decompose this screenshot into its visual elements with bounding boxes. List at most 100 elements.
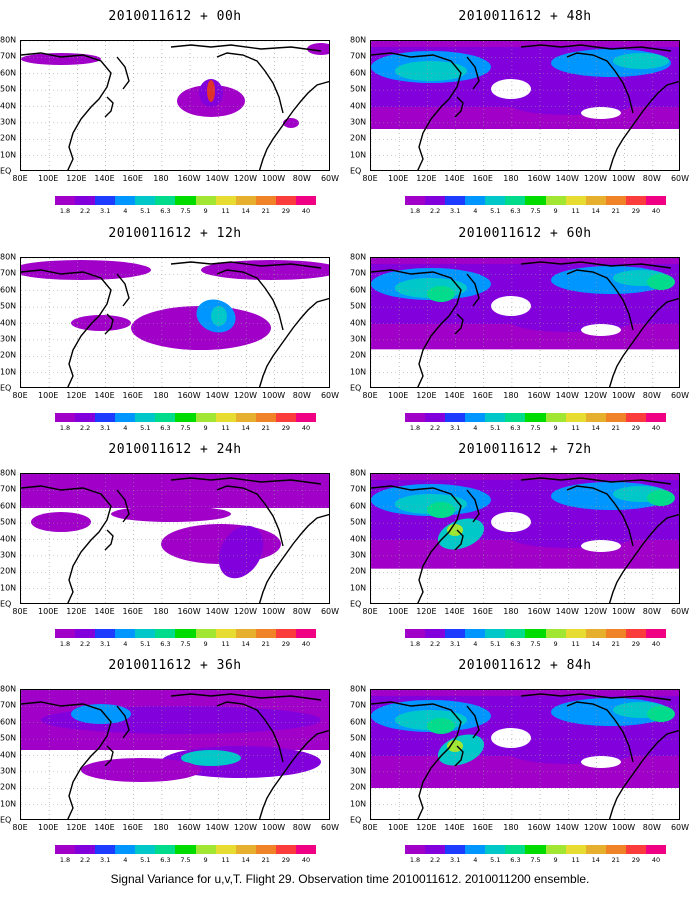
- colorbar-label: 29: [631, 424, 641, 432]
- colorbar-label: 5.1: [140, 856, 151, 864]
- colorbar-label: 6.3: [510, 424, 521, 432]
- longitude-label: 120E: [416, 174, 437, 183]
- latitude-label: EQ: [350, 383, 362, 393]
- colorbar-label: 6.3: [160, 856, 171, 864]
- colorbar-label: 40: [651, 640, 661, 648]
- colorbar-label: 29: [281, 207, 291, 215]
- colorbar-swatch: [155, 196, 176, 205]
- coastline: [371, 269, 462, 387]
- colorbar-swatch: [295, 196, 317, 205]
- colorbar-label: 2.2: [429, 424, 441, 432]
- panel-00h: 2010011612 + 00h 80N 70N 60N 50N 40N 30N 20N 10…: [0, 0, 350, 225]
- longitude-label: 60W: [320, 391, 340, 400]
- colorbar-swatch: [565, 629, 586, 638]
- variance-region: [395, 61, 467, 81]
- colorbar-swatch: [525, 845, 546, 854]
- colorbar-swatch: [585, 413, 606, 422]
- colorbar-label: 14: [591, 424, 600, 432]
- colorbar-swatch: [565, 196, 586, 205]
- colorbar-label: 21: [611, 424, 620, 432]
- colorbar-swatch: [235, 196, 256, 205]
- colorbar-swatch: [605, 413, 626, 422]
- latitude-label: 70N: [0, 700, 17, 710]
- colorbar-swatch: [565, 845, 586, 854]
- colorbar-label: 6.3: [510, 640, 521, 648]
- colorbar-swatch: [605, 629, 626, 638]
- colorbar-swatch: [295, 413, 317, 422]
- colorbar-swatch: [585, 629, 606, 638]
- colorbar-label: 4: [123, 856, 128, 864]
- latitude-label: EQ: [350, 166, 362, 176]
- longitude-label: 120E: [66, 174, 87, 183]
- latitude-label: 20N: [350, 566, 367, 576]
- map-plot: [20, 257, 330, 388]
- longitude-label: 100W: [612, 391, 636, 400]
- colorbar-swatch: [425, 845, 446, 854]
- longitude-label: 100E: [38, 391, 59, 400]
- latitude-label: 10N: [350, 583, 367, 593]
- coastline: [216, 701, 284, 763]
- latitude-label: 60N: [350, 501, 367, 511]
- colorbar-swatch: [215, 413, 236, 422]
- colorbar-label: 21: [611, 207, 620, 215]
- colorbar: [55, 196, 317, 205]
- coastline: [216, 52, 284, 114]
- colorbar-swatch: [175, 629, 196, 638]
- map-plot: [370, 257, 680, 388]
- variance-region: [71, 315, 131, 331]
- colorbar-swatch: [425, 196, 446, 205]
- colorbar-label: 7.5: [180, 207, 191, 215]
- colorbar-label: 9: [553, 207, 558, 215]
- coastline: [566, 701, 634, 763]
- latitude-label: 30N: [350, 550, 367, 560]
- colorbar-swatch: [405, 629, 426, 638]
- latitude-label: 20N: [350, 350, 367, 360]
- colorbar-label: 6.3: [160, 207, 171, 215]
- latitude-label: 30N: [350, 334, 367, 344]
- colorbar-swatch: [155, 845, 176, 854]
- coastline: [566, 485, 634, 547]
- longitude-label: 140E: [94, 391, 115, 400]
- panel-24h: 2010011612 + 24h 80N 70N 60N 50N 40N 30N 20N 10…: [0, 433, 350, 658]
- colorbar-swatch: [465, 629, 486, 638]
- coastline: [116, 489, 130, 523]
- colorbar-swatch: [545, 196, 566, 205]
- longitude-label: 100E: [38, 823, 59, 832]
- longitude-label: 120W: [233, 391, 258, 400]
- coastline: [466, 273, 480, 307]
- colorbar-label: 14: [591, 207, 600, 215]
- colorbar-label: 29: [281, 640, 291, 648]
- colorbar-swatch: [645, 196, 667, 205]
- colorbar-swatch: [135, 196, 156, 205]
- latitude-label: 30N: [0, 117, 17, 127]
- longitude-label: 60W: [670, 823, 690, 832]
- colorbar: [405, 629, 667, 638]
- colorbar-swatch: [175, 413, 196, 422]
- longitude-label: 160W: [177, 607, 201, 616]
- latitude-label: 70N: [0, 51, 17, 61]
- colorbar-label: 21: [261, 640, 270, 648]
- map-plot: [20, 473, 330, 604]
- colorbar-swatch: [275, 196, 296, 205]
- coastline: [608, 729, 679, 819]
- colorbar-label: 5.1: [490, 856, 501, 864]
- latitude-label: 50N: [350, 84, 367, 94]
- longitude-label: 140W: [205, 391, 229, 400]
- latitude-label: 40N: [350, 534, 367, 543]
- colorbar-swatch: [565, 413, 586, 422]
- longitude-label: 140E: [444, 174, 465, 183]
- longitude-label: 120W: [233, 823, 258, 832]
- latitude-label: 40N: [0, 318, 17, 327]
- colorbar-label: 3.1: [100, 207, 111, 215]
- longitude-label: 160E: [472, 174, 493, 183]
- coastline: [466, 56, 480, 90]
- longitude-label: 80W: [292, 823, 311, 832]
- coastline: [608, 80, 679, 170]
- variance-region: [207, 80, 215, 102]
- longitude-label: 140E: [444, 823, 465, 832]
- latitude-label: 10N: [0, 799, 17, 809]
- colorbar-label: 40: [301, 424, 311, 432]
- coastline: [21, 701, 112, 819]
- colorbar-labels: 1.8 2.2 3.1 4 5.1 6.3 7.5 9 11 14 21 29 40: [405, 856, 666, 866]
- colorbar-swatch: [505, 413, 526, 422]
